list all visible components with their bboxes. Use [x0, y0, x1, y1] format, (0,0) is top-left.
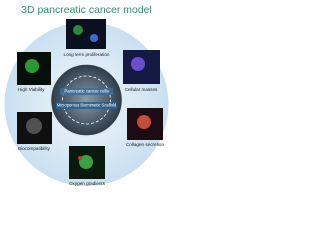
micrograph-cells: [90, 34, 98, 42]
feature-label: Biocompatibility: [18, 146, 51, 151]
feature-label: High Viability: [18, 87, 45, 92]
center-label-box: [60, 88, 113, 95]
center-label-box: [56, 102, 117, 109]
micrograph-cells: [73, 25, 83, 35]
micrograph-cells: [26, 118, 42, 134]
micrograph-cells: [137, 115, 151, 129]
scaffold-image: [49, 63, 124, 137]
micrograph-cells: [131, 57, 145, 71]
feature-label: Collagen secretion: [126, 142, 164, 147]
diagram: 3D pancreatic cancer model Pancreatic ca…: [4, 4, 169, 186]
micrographs: [17, 19, 163, 179]
feature-label: Long term proliferation: [64, 52, 110, 57]
micrograph: [66, 19, 106, 49]
micrograph-cells: [25, 59, 39, 73]
center-top-label: Pancreatic cancer cells: [64, 89, 108, 94]
cycle-arrows: [62, 75, 111, 125]
feature-label: Cellular masses: [125, 87, 158, 92]
title: 3D pancreatic cancer model: [21, 4, 152, 16]
micrograph-cells: [79, 155, 93, 169]
center-bottom-label: Microporous Biomimetic Scaffold: [57, 103, 117, 108]
micrograph-cells: [78, 156, 82, 160]
feature-label: Oxygen gradients: [69, 181, 106, 186]
